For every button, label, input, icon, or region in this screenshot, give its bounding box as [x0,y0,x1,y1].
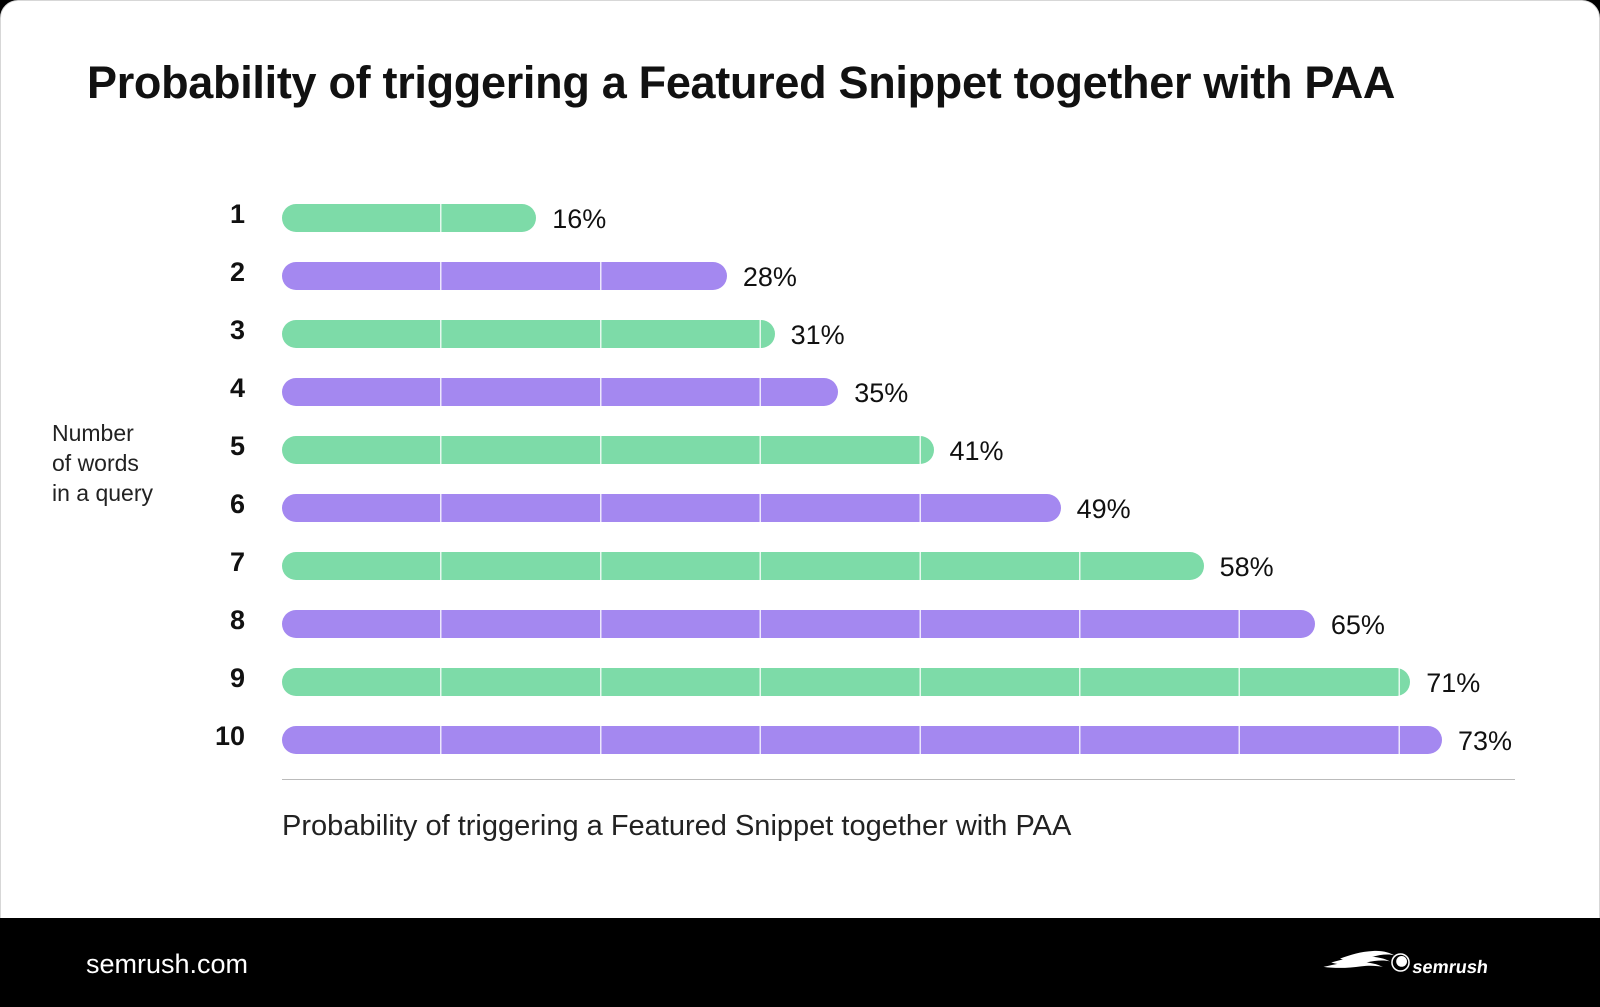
svg-text:semrush: semrush [1411,956,1490,977]
